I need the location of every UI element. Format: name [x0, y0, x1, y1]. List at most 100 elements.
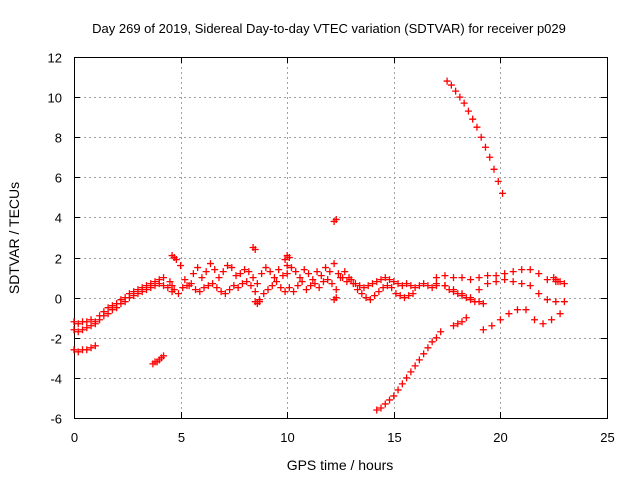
data-point	[560, 298, 568, 306]
data-point	[281, 256, 289, 264]
x-tick-label: 25	[600, 430, 614, 445]
data-point	[409, 290, 417, 298]
data-point	[230, 282, 238, 290]
data-point	[181, 276, 189, 284]
data-point	[70, 326, 78, 334]
data-point	[147, 280, 155, 288]
data-point	[245, 268, 253, 276]
data-point	[266, 268, 274, 276]
data-point	[484, 280, 492, 288]
data-point	[424, 344, 432, 352]
data-point	[407, 368, 415, 376]
data-point	[501, 276, 509, 284]
data-point	[196, 288, 204, 296]
data-point	[379, 284, 387, 292]
data-point	[488, 322, 496, 330]
data-point	[377, 404, 385, 412]
data-point	[548, 316, 556, 324]
data-point	[87, 316, 95, 324]
data-point	[211, 266, 219, 274]
data-point	[87, 344, 95, 352]
data-point	[390, 278, 398, 286]
data-point	[232, 272, 240, 280]
data-point	[292, 268, 300, 276]
data-point	[226, 286, 234, 294]
data-point	[560, 280, 568, 288]
data-point	[449, 322, 457, 330]
data-point	[204, 282, 212, 290]
data-point	[307, 282, 315, 290]
x-tick-labels: 0 5 10 15 20 25	[71, 430, 615, 445]
data-point	[309, 276, 317, 284]
data-point	[460, 99, 468, 107]
data-point	[462, 314, 470, 322]
data-point	[319, 278, 327, 286]
data-point	[368, 280, 376, 288]
data-point	[467, 296, 475, 304]
data-point	[424, 282, 432, 290]
data-point	[275, 266, 283, 274]
data-point	[70, 318, 78, 326]
data-point	[170, 254, 178, 262]
data-point	[279, 272, 287, 280]
data-point	[290, 288, 298, 296]
x-tick-label: 10	[280, 430, 294, 445]
data-point	[509, 268, 517, 276]
data-point	[362, 294, 370, 302]
data-point	[407, 282, 415, 290]
data-point	[398, 282, 406, 290]
data-point	[113, 300, 121, 308]
data-point	[462, 294, 470, 302]
data-point	[164, 284, 172, 292]
data-point	[206, 260, 214, 268]
data-point	[177, 262, 185, 270]
data-point	[432, 334, 440, 342]
data-point	[332, 286, 340, 294]
data-point	[458, 318, 466, 326]
data-point	[428, 338, 436, 346]
data-point	[268, 282, 276, 290]
data-point	[486, 153, 494, 161]
data-point	[277, 284, 285, 292]
data-point	[513, 306, 521, 314]
data-point	[467, 276, 475, 284]
data-point	[343, 278, 351, 286]
data-point	[262, 264, 270, 272]
data-point	[449, 274, 457, 282]
series-small-arc-4h	[149, 352, 168, 368]
data-point	[189, 270, 197, 278]
data-point	[281, 288, 289, 296]
data-point	[458, 274, 466, 282]
data-point	[198, 274, 206, 282]
x-tick-label: 5	[178, 430, 185, 445]
plot-frame	[74, 57, 608, 419]
data-point	[74, 328, 82, 336]
data-point	[234, 284, 242, 292]
data-point	[494, 177, 502, 185]
data-point	[475, 298, 483, 306]
chart-title: Day 269 of 2019, Sidereal Day-to-day VTE…	[92, 21, 566, 36]
data-point	[87, 322, 95, 330]
data-point	[285, 284, 293, 292]
data-point	[170, 286, 178, 294]
data-point	[215, 274, 223, 282]
series-dip-arc-b	[449, 314, 470, 330]
data-point	[386, 276, 394, 284]
data-point	[381, 400, 389, 408]
data-point	[377, 276, 385, 284]
y-tick-label: 10	[48, 91, 62, 106]
data-point	[531, 316, 539, 324]
data-point	[255, 296, 263, 304]
series-main-band-low	[70, 280, 176, 336]
data-point	[283, 270, 291, 278]
data-point	[283, 262, 291, 270]
data-points	[70, 77, 568, 414]
y-tick-label: 12	[48, 51, 62, 66]
data-point	[332, 294, 340, 302]
data-point	[449, 288, 457, 296]
data-point	[202, 268, 210, 276]
data-point	[539, 320, 547, 328]
data-point	[160, 282, 168, 290]
data-point	[174, 290, 182, 298]
data-point	[322, 264, 330, 272]
